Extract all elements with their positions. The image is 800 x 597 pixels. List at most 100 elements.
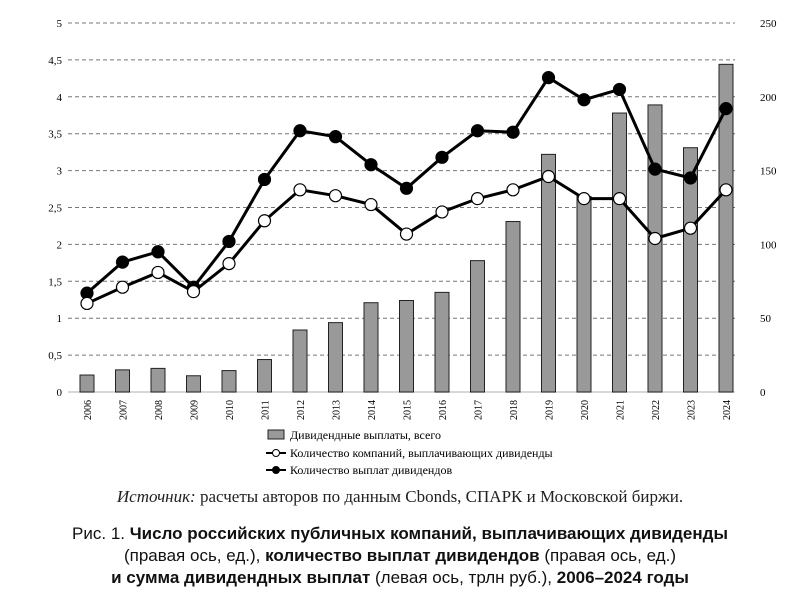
data-point (364, 197, 378, 212)
bar (399, 299, 414, 393)
right-axis-tick-label: 150 (760, 166, 777, 178)
bar (647, 104, 663, 393)
legend-marker (272, 449, 280, 457)
source-note: Источник: расчеты авторов по данным Cbon… (0, 487, 800, 507)
x-axis-tick-label: 2013 (332, 400, 343, 420)
data-point (186, 285, 201, 299)
caption-part: количество выплат дивидендов (265, 546, 540, 565)
bar (257, 359, 272, 393)
data-point (115, 255, 130, 269)
bar (434, 291, 450, 393)
left-axis-tick-label: 0 (57, 387, 63, 399)
data-point (719, 102, 733, 116)
data-point (470, 192, 485, 206)
data-point (364, 158, 378, 172)
left-axis-tick-label: 2,5 (48, 203, 62, 215)
data-point (399, 181, 414, 195)
x-axis-tick-label: 2023 (687, 400, 698, 420)
bar (292, 329, 308, 393)
bar (328, 322, 343, 393)
bar (541, 153, 556, 393)
data-point (293, 183, 307, 197)
caption-part: 2006–2024 годы (556, 568, 689, 587)
caption-part: (правая ось, ед.), (123, 546, 266, 565)
data-point (80, 296, 94, 311)
data-point (648, 231, 662, 246)
bar (683, 147, 698, 393)
x-axis-tick-label: 2014 (367, 400, 378, 420)
x-axis-tick-label: 2021 (616, 400, 627, 420)
data-point (683, 221, 698, 235)
left-axis-tick-label: 3,5 (48, 129, 62, 141)
data-point (222, 256, 236, 271)
data-point (541, 71, 556, 85)
source-text: расчеты авторов по данным Cbonds, СПАРК … (195, 487, 684, 506)
legend-label: Дивидендные выплаты, всего (290, 428, 441, 442)
chart: 00,511,522,533,544,550501001502002502006… (48, 18, 777, 477)
bar (150, 367, 166, 393)
x-axis-tick-label: 2016 (438, 400, 449, 420)
caption-part: и сумма дивидендных выплат (111, 568, 371, 587)
data-point (577, 192, 591, 206)
left-axis-tick-label: 4,5 (48, 55, 62, 67)
bar (221, 370, 237, 393)
left-axis-tick-label: 3 (57, 166, 63, 178)
right-axis-tick-label: 250 (760, 18, 777, 30)
data-point (222, 234, 236, 249)
left-axis-tick-label: 1 (57, 313, 63, 325)
left-axis-tick-label: 5 (57, 18, 63, 30)
caption-part: (левая ось, трлн руб.), (370, 568, 557, 587)
data-point (293, 124, 307, 138)
left-axis-tick-label: 2 (57, 239, 63, 251)
caption-part: (правая ось, ед.) (539, 546, 676, 565)
x-axis-tick-label: 2020 (580, 400, 591, 420)
x-axis-tick-label: 2006 (83, 400, 94, 420)
data-point (577, 93, 591, 107)
data-point (399, 227, 414, 241)
data-point (328, 189, 343, 203)
data-point (506, 125, 520, 139)
x-axis-tick-label: 2008 (154, 400, 165, 420)
bar (718, 63, 734, 393)
figure-caption: Рис. 1. Число российских публичных компа… (0, 523, 800, 589)
right-axis-tick-label: 100 (760, 239, 777, 251)
left-axis-tick-label: 0,5 (48, 350, 62, 362)
data-point (541, 169, 556, 184)
x-axis-tick-label: 2012 (296, 400, 307, 420)
legend-bar-swatch (267, 429, 285, 440)
left-axis-tick-label: 4 (57, 92, 63, 104)
bar (470, 260, 485, 393)
x-axis-tick-label: 2010 (225, 400, 236, 420)
data-point (115, 280, 130, 294)
x-axis-tick-label: 2007 (119, 400, 130, 420)
caption-part: Число российских публичных компаний, вып… (129, 524, 728, 543)
data-point (435, 150, 449, 164)
caption-part: Рис. 1. (72, 524, 130, 543)
legend-marker (272, 466, 280, 474)
source-label: Источник: (116, 487, 196, 506)
x-axis-tick-label: 2019 (545, 400, 556, 420)
data-point (719, 183, 733, 197)
data-point (151, 265, 165, 280)
right-axis-tick-label: 200 (760, 92, 777, 104)
data-point (328, 130, 343, 144)
bar (576, 195, 592, 393)
bar (505, 221, 521, 393)
x-axis-tick-label: 2018 (509, 400, 520, 420)
legend-label: Количество компаний, выплачивающих дивид… (290, 446, 553, 460)
x-axis-tick-label: 2017 (474, 400, 485, 420)
data-point (612, 82, 627, 97)
data-point (257, 214, 272, 228)
bar (363, 302, 379, 393)
data-point (151, 245, 165, 259)
data-point (612, 192, 627, 206)
data-point (683, 171, 698, 185)
x-axis-tick-label: 2024 (722, 400, 733, 420)
x-axis-tick-label: 2022 (651, 400, 662, 420)
x-axis-tick-label: 2015 (403, 400, 414, 420)
left-axis-tick-label: 1,5 (48, 276, 62, 288)
x-axis-tick-label: 2009 (190, 400, 201, 420)
data-point (435, 205, 449, 219)
data-point (470, 124, 485, 138)
right-axis-tick-label: 50 (760, 313, 772, 325)
